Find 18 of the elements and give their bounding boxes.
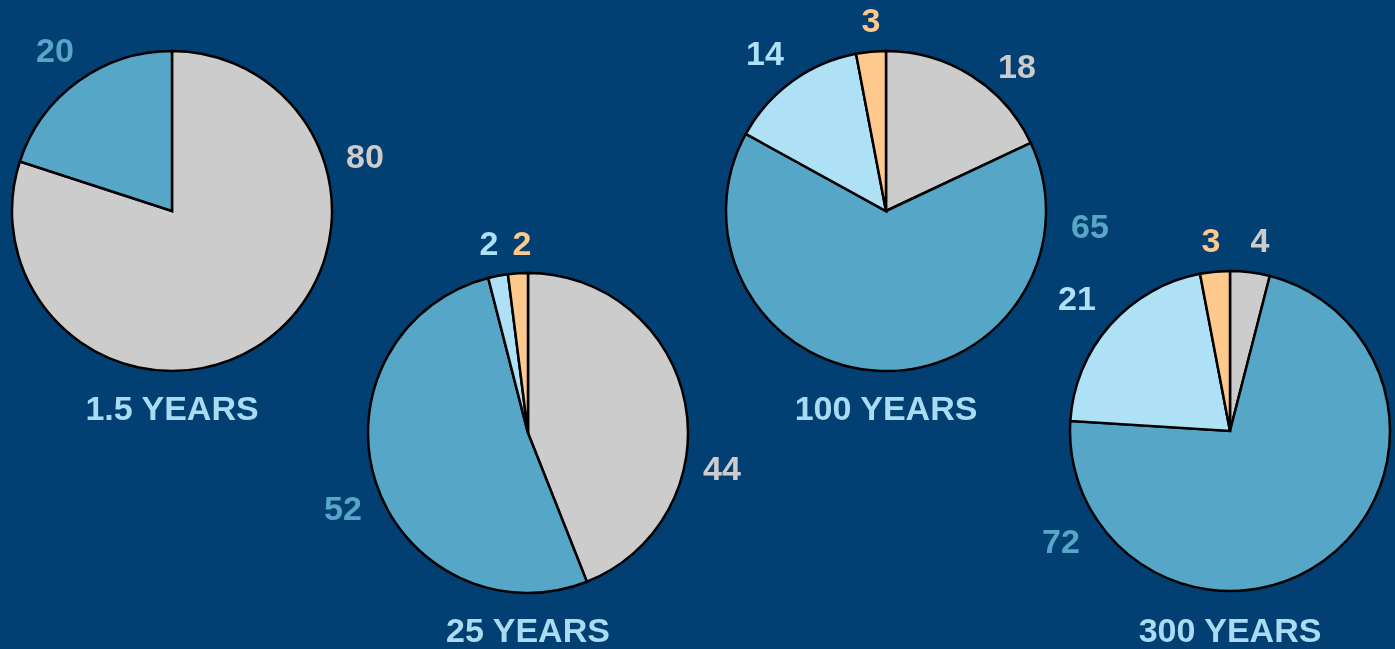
data-label: 65 [1071,207,1109,245]
data-label: 52 [324,489,362,527]
text: 1.5 YEARS [85,389,259,427]
data-label: 3 [861,1,881,39]
data-label: 80 [346,137,384,175]
data-label: 2 [512,224,532,262]
text: 25 YEARS [446,611,610,649]
data-label: 20 [36,31,74,69]
data-label: 21 [1058,279,1096,317]
data-label: 44 [703,449,741,487]
text: 100 YEARS [794,389,978,427]
text: 300 YEARS [1138,611,1322,649]
data-label: 4 [1250,221,1270,259]
data-label: 14 [746,34,784,72]
data-label: 3 [1201,221,1221,259]
data-label: 18 [998,47,1036,85]
data-label: 2 [479,224,499,262]
data-label: 72 [1042,522,1080,560]
